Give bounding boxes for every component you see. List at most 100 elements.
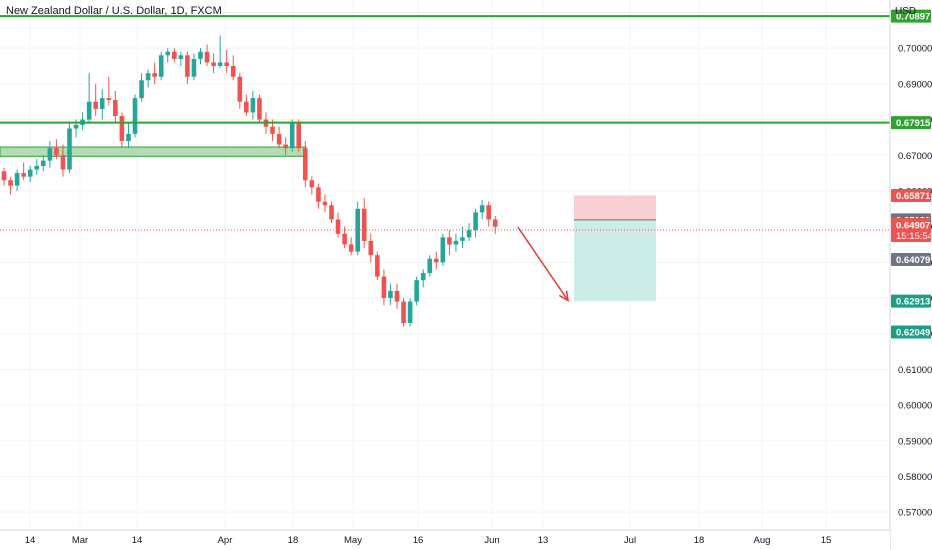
candle (14, 169, 20, 191)
candle-body (289, 123, 295, 149)
price-tag: 0.62913 (891, 294, 931, 308)
candle-body (270, 126, 275, 134)
projection-arrow (517, 226, 569, 302)
candle (388, 283, 393, 306)
candle (67, 123, 72, 174)
candle (316, 183, 321, 209)
price-tag-text: 0.62913 (896, 297, 930, 308)
price-tick-label: 0.57000 (898, 508, 932, 519)
candle-body (8, 180, 13, 186)
candle-body (158, 55, 164, 77)
time-axis: 14 Mar 14 Apr 18 May 16 Jun 13 Jul 18 Aug 15 (0, 529, 890, 550)
candle-body (479, 205, 485, 213)
time-tick-label: 18 (694, 535, 705, 546)
candle (165, 48, 171, 63)
price-tag-bg (891, 325, 931, 339)
candle-body (434, 258, 439, 263)
candle (440, 233, 446, 266)
candle (139, 73, 144, 102)
candle-body (447, 237, 452, 245)
candle-body (296, 123, 302, 149)
candle-body (237, 76, 243, 102)
candle-body (54, 148, 59, 156)
candle (407, 298, 413, 327)
candle-body (211, 62, 216, 67)
candle (473, 208, 478, 238)
price-tag-text: 0.70897 (896, 12, 930, 23)
price-tag: 0.65871 (891, 189, 931, 203)
time-tick-label: 18 (288, 535, 299, 546)
candle-body (93, 101, 98, 109)
candle-body (453, 240, 459, 245)
candle (172, 48, 177, 63)
candle-body (106, 98, 112, 100)
candle (132, 94, 138, 138)
candle (1, 167, 7, 186)
arrow-head (558, 290, 569, 302)
candles (1, 35, 498, 327)
candle-body (126, 133, 131, 141)
candle (99, 89, 105, 120)
candle-body (21, 173, 26, 177)
price-tag-bg (891, 253, 931, 267)
candle-body (145, 73, 151, 81)
candle-body (276, 133, 282, 145)
candle (93, 83, 98, 116)
candle (21, 162, 26, 181)
candle (8, 176, 13, 195)
candle (119, 112, 125, 149)
price-tag-bg (891, 9, 931, 23)
candle (420, 269, 426, 288)
price-tick-label: 0.67000 (898, 151, 932, 162)
price-tick-label: 0.58000 (898, 472, 932, 483)
price-tick-label: 0.70000 (898, 44, 932, 55)
candle (145, 69, 151, 88)
candle-body (368, 240, 374, 256)
candle (185, 51, 190, 84)
candle-body (427, 258, 433, 274)
candle (198, 48, 203, 65)
price-axis-bg (890, 0, 932, 550)
candle-body (303, 148, 308, 181)
time-tick-label: Mar (72, 535, 88, 546)
candle-body (119, 115, 125, 141)
candle (394, 283, 400, 309)
price-tag-bg (891, 294, 931, 308)
price-tick-label: 0.59000 (898, 436, 932, 447)
candle-body (86, 101, 92, 120)
time-tick-label: Jul (624, 535, 636, 546)
candle (152, 62, 157, 84)
candle (479, 199, 485, 220)
candle (381, 269, 387, 306)
candle-body (152, 73, 157, 77)
candle-body (250, 98, 256, 113)
candle (348, 237, 354, 256)
candle (329, 201, 334, 224)
candle-body (486, 205, 491, 220)
candle-body (67, 128, 72, 170)
candle (434, 251, 439, 270)
candle (283, 137, 288, 156)
candle-body (14, 173, 20, 186)
candle-body (375, 255, 380, 277)
candle-body (388, 290, 393, 299)
candle (34, 158, 40, 175)
candle (401, 298, 406, 327)
time-tick-label: May (344, 535, 362, 546)
candle (447, 230, 452, 256)
candle (309, 176, 315, 195)
candle-body (41, 160, 46, 166)
candle (244, 94, 249, 116)
candle (230, 55, 236, 81)
candle (204, 44, 210, 67)
price-tick-label: 0.61000 (898, 365, 932, 376)
candle (466, 223, 472, 241)
candle-body (165, 51, 171, 56)
position-risk-zone (574, 195, 656, 220)
candle-body (440, 237, 446, 263)
candle-body (407, 301, 413, 323)
candle-body (230, 66, 236, 77)
time-tick-label: 16 (413, 535, 424, 546)
